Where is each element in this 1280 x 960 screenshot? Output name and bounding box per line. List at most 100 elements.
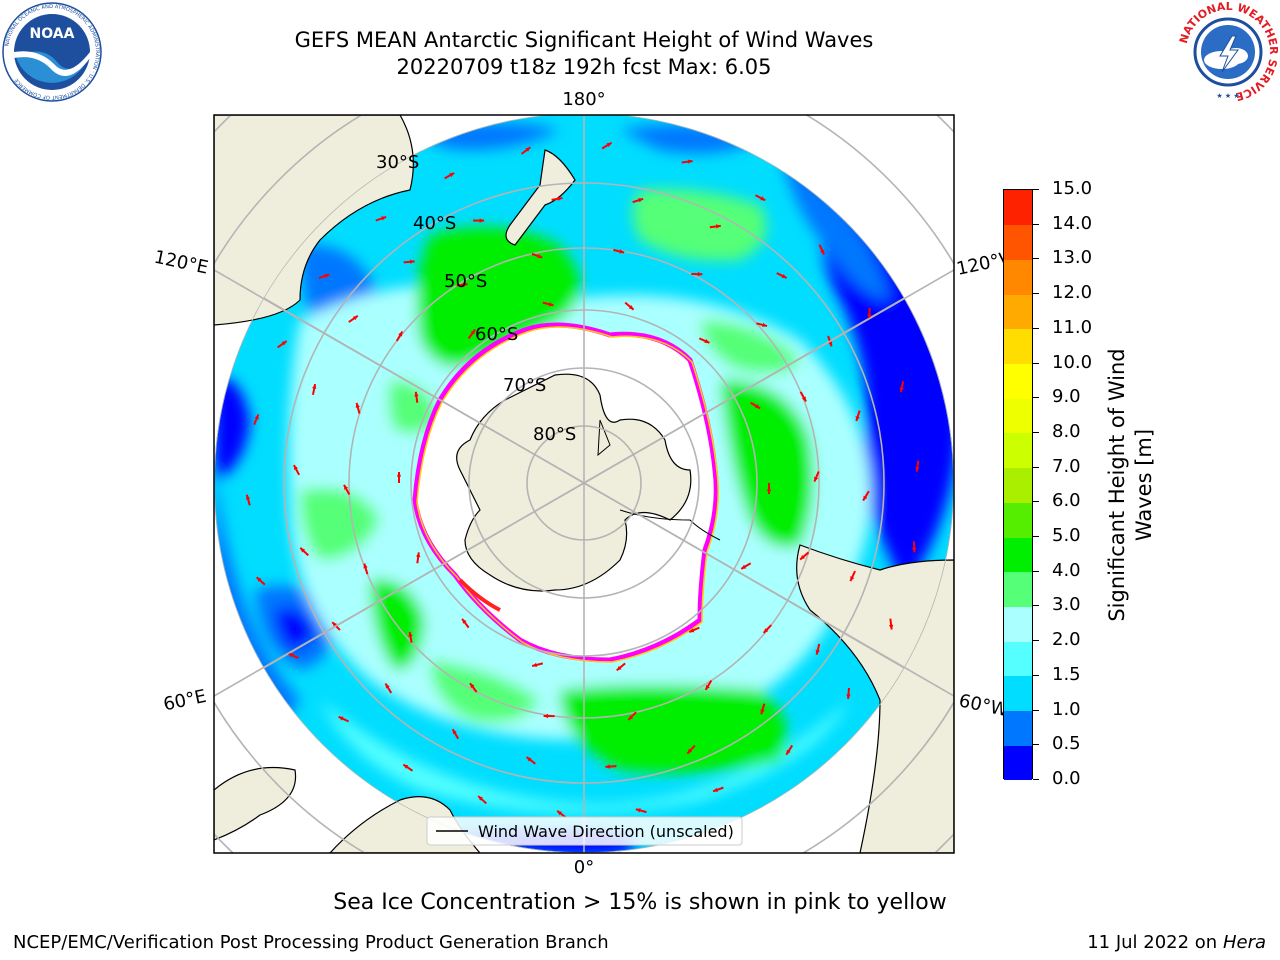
wind-wave-arrowhead (689, 628, 695, 633)
colorbar-tick (1033, 744, 1039, 746)
colorbar-segment (1004, 328, 1032, 365)
colorbar-segment (1004, 467, 1032, 503)
wind-wave-arrowhead (867, 314, 872, 319)
wind-wave-arrowhead (396, 472, 402, 477)
wind-wave-arrowhead (815, 649, 820, 655)
wind-wave-arrowhead (760, 196, 766, 201)
colorbar-tick (1033, 362, 1039, 364)
wind-wave-arrowhead (462, 282, 468, 287)
colorbar-segment (1004, 363, 1032, 399)
wind-wave-arrowhead (403, 764, 409, 769)
colorbar-segment (1004, 537, 1032, 573)
colorbar-tick-label: 13.0 (1052, 247, 1093, 269)
wind-wave-arrowhead (697, 271, 703, 277)
footer-producer: NCEP/EMC/Verification Post Processing Pr… (13, 932, 609, 953)
wind-wave-arrowhead (352, 315, 358, 321)
colorbar-tick (1033, 501, 1039, 503)
wind-wave-arrowhead (715, 224, 721, 229)
wind-wave-arrowhead (470, 329, 476, 335)
wind-wave-arrowhead (414, 391, 419, 397)
colorbar-tick-label: 1.0 (1052, 698, 1081, 720)
wind-wave-arrowhead (606, 142, 612, 147)
wind-wave-arrowhead (616, 665, 622, 671)
colorbar-tick (1033, 570, 1039, 572)
wind-wave-arrowhead (381, 216, 387, 221)
colorbar-tick (1033, 709, 1039, 711)
colorbar-tick-label: 5.0 (1052, 525, 1081, 547)
wind-wave-arrowhead (300, 547, 306, 553)
wind-wave-arrowhead (525, 147, 531, 152)
wind-wave-arrowhead (256, 577, 262, 582)
lon-label-120e: 120°E (152, 247, 210, 279)
wind-wave-arrowhead (915, 466, 920, 472)
lat-label-50s: 50°S (444, 271, 487, 292)
colorbar-tick (1033, 779, 1039, 780)
colorbar-tick-label: 15.0 (1052, 178, 1093, 199)
wind-wave-arrowhead (452, 729, 457, 735)
wind-wave-arrowhead (537, 253, 543, 259)
wind-wave-arrowhead (470, 683, 475, 689)
wind-wave-arrowhead (755, 404, 761, 409)
colorbar-tick-label: 0.5 (1052, 733, 1081, 755)
wind-wave-arrowhead (385, 683, 390, 689)
legend-label: Wind Wave Direction (unscaled) (478, 822, 734, 841)
wind-wave-arrowhead (363, 563, 368, 569)
colorbar-segment (1004, 294, 1032, 330)
wind-wave-arrowhead (762, 322, 768, 328)
wind-wave-arrowhead (293, 465, 298, 471)
land-antarctica (456, 373, 692, 592)
colorbar-tick-label: 12.0 (1052, 282, 1093, 304)
wind-wave-arrowhead (635, 808, 641, 813)
colorbar-tick-label: 6.0 (1052, 490, 1081, 512)
wind-wave-arrowhead (899, 387, 904, 393)
chart-title: GEFS MEAN Antarctic Significant Height o… (294, 28, 874, 52)
colorbar-segment (1004, 190, 1032, 226)
colorbar-segment (1004, 606, 1032, 642)
colorbar-segment (1004, 641, 1032, 677)
wind-wave-arrowhead (338, 716, 344, 721)
wind-wave-arrowhead (763, 628, 769, 633)
wind-wave-arrowhead (557, 810, 563, 816)
wind-wave-arrowhead (543, 713, 549, 719)
wind-wave-arrowhead (786, 749, 791, 755)
wind-wave-arrowhead (462, 618, 467, 624)
colorbar-segment (1004, 224, 1032, 260)
wind-wave-arrowhead (344, 484, 349, 490)
nws-logo: NATIONAL WEATHER SERVICE ★ ★ ★ (1177, 0, 1280, 103)
colorbar-tick (1033, 536, 1039, 538)
wind-wave-arrowhead (888, 624, 894, 630)
colorbar-tick (1033, 223, 1039, 225)
colorbar-tick (1033, 189, 1039, 190)
wind-wave-arrowhead (288, 653, 294, 658)
colorbar-tick-label: 3.0 (1052, 594, 1081, 616)
colorbar-tick (1033, 327, 1039, 329)
colorbar-tick-label: 8.0 (1052, 420, 1081, 442)
wind-wave-arrowhead (846, 694, 851, 699)
wind-wave-arrowhead (605, 764, 611, 769)
lon-label-60e: 60°E (162, 686, 209, 716)
wind-wave-arrowhead (687, 159, 693, 164)
wind-wave-arrowhead (705, 684, 710, 690)
wind-wave-arrowhead (245, 494, 251, 500)
lat-label-40s: 40°S (413, 213, 456, 234)
colorbar-segment (1004, 398, 1032, 434)
colorbar-segment (1004, 571, 1032, 607)
noaa-logo-text: NOAA (30, 26, 75, 42)
lat-label-60s: 60°S (475, 324, 518, 345)
wind-wave-arrowhead (760, 709, 765, 715)
wind-wave-arrowhead (548, 302, 554, 307)
wind-wave-arrowhead (416, 552, 421, 558)
wind-wave-arrowhead (628, 305, 634, 310)
wind-wave-arrowhead (557, 196, 563, 201)
wind-wave-arrows (245, 141, 920, 819)
colorbar-label-wrap: Significant Height of Wind Waves [m] (1104, 335, 1164, 635)
wind-wave-arrowhead (781, 274, 787, 278)
colorbar-segment (1004, 502, 1032, 538)
wind-wave-arrowhead (619, 249, 625, 254)
lat-label-80s: 80°S (533, 424, 576, 445)
noaa-logo: NOAA NATIONAL OCEANIC AND ATMOSPHERIC AD… (2, 2, 102, 102)
wind-wave-arrowhead (398, 331, 403, 337)
wind-wave-arrowhead (526, 757, 532, 762)
legend: Wind Wave Direction (unscaled) (426, 816, 743, 846)
